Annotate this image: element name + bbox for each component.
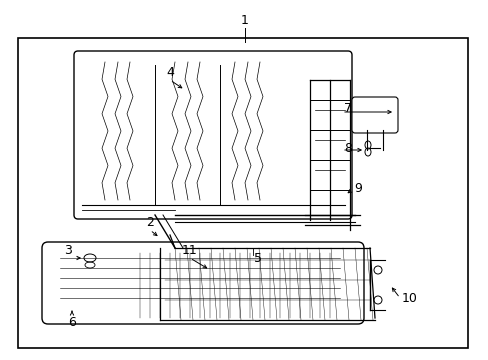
Text: 3: 3 xyxy=(64,243,72,256)
Text: 10: 10 xyxy=(401,292,417,305)
FancyBboxPatch shape xyxy=(351,97,397,133)
FancyBboxPatch shape xyxy=(42,242,363,324)
Text: 6: 6 xyxy=(68,315,76,328)
Text: 5: 5 xyxy=(253,252,262,265)
FancyBboxPatch shape xyxy=(74,51,351,219)
Text: 8: 8 xyxy=(343,141,351,154)
Text: 1: 1 xyxy=(241,14,248,27)
Text: 7: 7 xyxy=(343,102,351,114)
Text: 11: 11 xyxy=(182,243,198,256)
Text: 9: 9 xyxy=(353,181,361,194)
Text: 4: 4 xyxy=(166,66,174,78)
Bar xyxy=(18,38,467,348)
Text: 2: 2 xyxy=(146,216,154,229)
